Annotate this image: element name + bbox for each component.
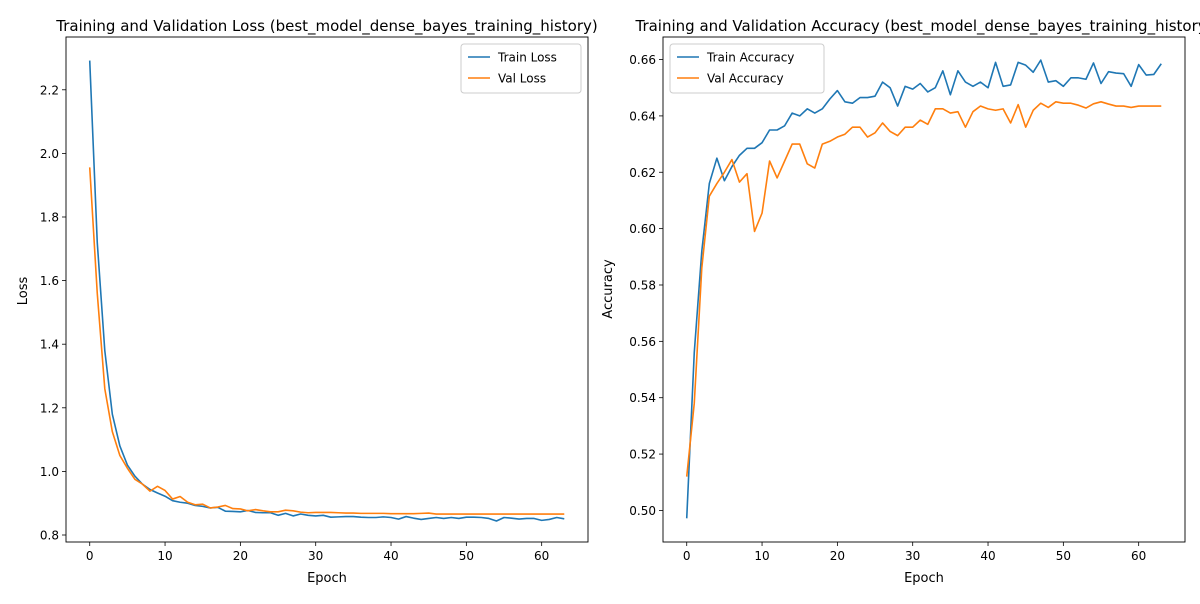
loss-y-tick-label: 1.6 [40, 274, 59, 288]
loss-series-line-train [88, 60, 565, 522]
loss-series-line-val [88, 167, 565, 515]
accuracy-y-tick-label: 0.50 [629, 504, 656, 518]
accuracy-x-tick-label: 40 [980, 549, 995, 563]
accuracy-y-tick-label: 0.52 [629, 448, 656, 462]
loss-y-tick-label: 2.2 [40, 83, 59, 97]
accuracy-legend-box [669, 43, 825, 94]
accuracy-series-line-train [685, 59, 1162, 519]
accuracy-legend: Train Accuracy Val Accuracy [669, 43, 825, 94]
accuracy-y-tick-label: 0.54 [629, 391, 656, 405]
loss-y-tick-label: 0.8 [40, 529, 59, 543]
accuracy-x-axis-label: Epoch [904, 571, 944, 586]
loss-legend: Train Loss Val Loss [460, 43, 582, 94]
loss-chart-panel: Training and Validation Loss (best_model… [16, 17, 598, 586]
accuracy-x-tick-label: 0 [683, 549, 691, 563]
accuracy-x-tick-label: 60 [1131, 549, 1146, 563]
accuracy-y-tick-label: 0.60 [629, 222, 656, 236]
accuracy-chart-title: Training and Validation Accuracy (best_m… [634, 17, 1200, 36]
accuracy-y-axis-label: Accuracy [601, 259, 616, 319]
accuracy-y-tick-label: 0.66 [629, 53, 656, 67]
loss-y-tick-label: 1.8 [40, 210, 59, 224]
accuracy-x-tick-label: 20 [830, 549, 845, 563]
accuracy-y-tick-label: 0.56 [629, 335, 656, 349]
loss-axes-frame [65, 36, 589, 543]
accuracy-y-tick-label: 0.58 [629, 278, 656, 292]
accuracy-y-tick-label: 0.62 [629, 166, 656, 180]
loss-y-tick-label: 2.0 [40, 147, 59, 161]
loss-chart-title: Training and Validation Loss (best_model… [55, 17, 597, 36]
accuracy-y-tick-label: 0.64 [629, 109, 656, 123]
accuracy-x-tick-label: 10 [754, 549, 769, 563]
loss-plot-area: 0 10 20 30 40 50 60 0.8 1.0 1.2 1.4 1.6 1.8 2.0 2.2 Tra… [40, 36, 589, 563]
accuracy-axes-frame [662, 36, 1186, 543]
accuracy-legend-label: Train Accuracy [706, 51, 794, 65]
loss-x-axis-label: Epoch [307, 571, 347, 586]
accuracy-x-tick-label: 50 [1056, 549, 1071, 563]
loss-y-tick-label: 1.4 [40, 338, 59, 352]
loss-legend-box [460, 43, 582, 94]
loss-x-tick-label: 0 [86, 549, 94, 563]
accuracy-x-tick-label: 30 [905, 549, 920, 563]
accuracy-plot-area: 0 10 20 30 40 50 60 0.50 0.52 0.54 0.56 0.58 0.60 0.6… [629, 36, 1186, 563]
loss-x-tick-label: 20 [233, 549, 248, 563]
accuracy-series-line-val [685, 101, 1162, 477]
loss-x-tick-label: 50 [459, 549, 474, 563]
loss-legend-label: Train Loss [497, 51, 557, 65]
loss-x-tick-label: 30 [308, 549, 323, 563]
loss-x-tick-label: 10 [157, 549, 172, 563]
accuracy-chart-panel: Training and Validation Accuracy (best_m… [601, 17, 1200, 586]
loss-x-tick-label: 40 [383, 549, 398, 563]
loss-x-tick-label: 60 [534, 549, 549, 563]
loss-y-tick-label: 1.2 [40, 401, 59, 415]
loss-y-tick-label: 1.0 [40, 465, 59, 479]
accuracy-legend-label: Val Accuracy [707, 72, 784, 86]
loss-legend-label: Val Loss [498, 72, 546, 86]
loss-y-axis-label: Loss [16, 277, 31, 306]
